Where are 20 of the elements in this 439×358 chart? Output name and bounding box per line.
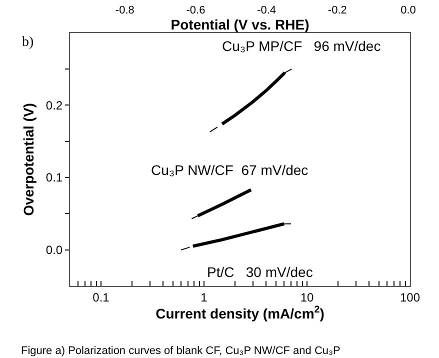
x-tick-label: 10 — [300, 290, 314, 304]
annotation: Pt/C 30 mV/dec — [207, 264, 313, 280]
x2-tick-label: -0.8 — [115, 4, 134, 16]
x2-axis-title: Potential (V vs. RHE) — [170, 16, 310, 32]
x2-tick-label: -0.4 — [257, 4, 276, 16]
y-tick-label: 0.1 — [46, 170, 63, 185]
annotation: Cu₃P MP/CF 96 mV/dec — [222, 38, 381, 54]
x-tick-label: 0.1 — [92, 290, 110, 304]
x-tick-label: 100 — [400, 290, 420, 304]
x2-tick-label: -0.6 — [186, 4, 206, 16]
x2-tick-label: -0.2 — [328, 4, 347, 16]
x-axis-title: Current density (mA/cm$^{2}$) — [156, 304, 324, 322]
text: Figure a) Polarization curves of blank CF, Cu₃P NW/CF and Cu₃P — [21, 345, 340, 357]
x2-tick-label: 0.0 — [400, 4, 416, 16]
x-tick-label: 1 — [200, 290, 208, 304]
y-tick-label: 0.2 — [46, 98, 63, 112]
text: b) — [22, 35, 34, 50]
y-tick-label: 0.0 — [46, 243, 63, 258]
annotation: Cu₃P NW/CF 67 mV/dec — [151, 162, 308, 178]
y-axis-title: Overpotential (V) — [20, 103, 37, 216]
